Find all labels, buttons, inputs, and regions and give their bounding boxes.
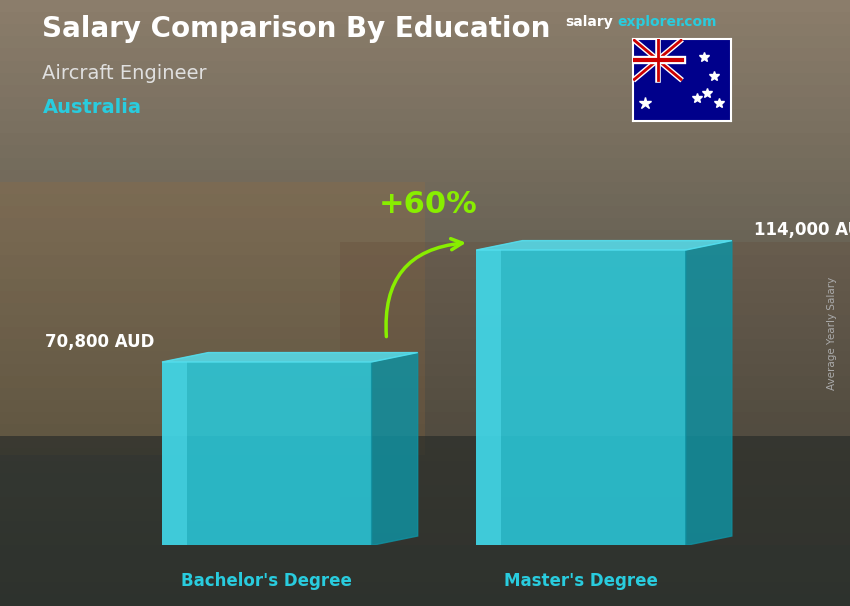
FancyBboxPatch shape	[162, 362, 371, 545]
Bar	[0, 497, 850, 509]
Text: Average Yearly Salary: Average Yearly Salary	[827, 277, 837, 390]
Bar	[0, 12, 850, 24]
Bar	[0, 339, 850, 351]
Bar	[0, 279, 850, 291]
Bar	[0, 170, 850, 182]
Bar	[0, 230, 850, 242]
Text: explorer: explorer	[617, 15, 683, 29]
Text: salary: salary	[565, 15, 613, 29]
Bar	[0, 412, 850, 424]
FancyBboxPatch shape	[476, 250, 502, 545]
Text: Aircraft Engineer: Aircraft Engineer	[42, 64, 207, 82]
Bar	[0, 400, 850, 412]
Bar	[0, 473, 850, 485]
Bar	[0, 97, 850, 109]
Bar	[0, 436, 850, 448]
Bar	[0, 509, 850, 521]
Bar	[0, 218, 850, 230]
FancyBboxPatch shape	[162, 362, 187, 545]
Bar	[0, 291, 850, 303]
Bar	[0, 315, 850, 327]
Bar	[0, 448, 850, 461]
Bar	[0, 388, 850, 400]
Bar	[0, 533, 850, 545]
Bar	[0, 303, 850, 315]
Polygon shape	[162, 353, 417, 362]
Bar	[0, 521, 850, 533]
Bar	[0, 121, 850, 133]
Bar	[0, 206, 850, 218]
Bar	[0, 582, 850, 594]
Bar	[0, 594, 850, 606]
Bar	[0, 48, 850, 61]
Bar	[0, 351, 850, 364]
Bar	[0, 109, 850, 121]
Bar	[0, 36, 850, 48]
Bar	[0, 424, 850, 436]
Bar	[0, 558, 850, 570]
Bar	[0, 158, 850, 170]
Bar	[0, 570, 850, 582]
Bar	[0, 85, 850, 97]
Bar	[0, 327, 850, 339]
Polygon shape	[476, 241, 732, 250]
Text: Australia: Australia	[42, 98, 141, 117]
Text: Master's Degree: Master's Degree	[504, 571, 658, 590]
Bar	[0, 145, 850, 158]
Bar	[0, 194, 850, 206]
Bar	[0, 133, 850, 145]
Bar	[0, 376, 850, 388]
Bar	[0, 242, 850, 255]
Bar	[0, 182, 850, 194]
Text: +60%: +60%	[378, 190, 477, 219]
Text: 114,000 AUD: 114,000 AUD	[754, 221, 850, 239]
Bar	[0, 364, 850, 376]
Text: 70,800 AUD: 70,800 AUD	[45, 333, 155, 351]
Text: Bachelor's Degree: Bachelor's Degree	[181, 571, 353, 590]
Bar	[340, 242, 850, 545]
Bar	[0, 61, 850, 73]
Bar	[0, 255, 850, 267]
Bar	[0, 545, 850, 558]
FancyBboxPatch shape	[476, 250, 686, 545]
Polygon shape	[686, 241, 732, 545]
Bar	[0, 73, 850, 85]
Bar	[0, 461, 850, 473]
Bar	[0, 485, 850, 497]
Bar	[0, 0, 850, 12]
Bar	[0, 267, 850, 279]
Text: .com: .com	[680, 15, 717, 29]
Bar	[0, 24, 850, 36]
Polygon shape	[371, 353, 417, 545]
Bar	[0, 436, 850, 606]
Text: Salary Comparison By Education: Salary Comparison By Education	[42, 15, 551, 43]
Bar	[0, 182, 425, 454]
